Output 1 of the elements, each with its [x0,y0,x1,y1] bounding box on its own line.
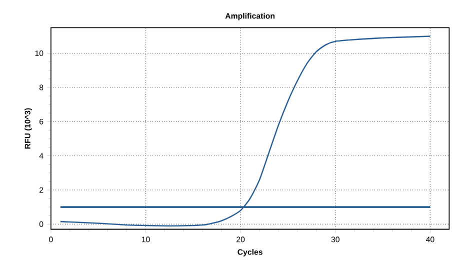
line-series [60,36,431,227]
